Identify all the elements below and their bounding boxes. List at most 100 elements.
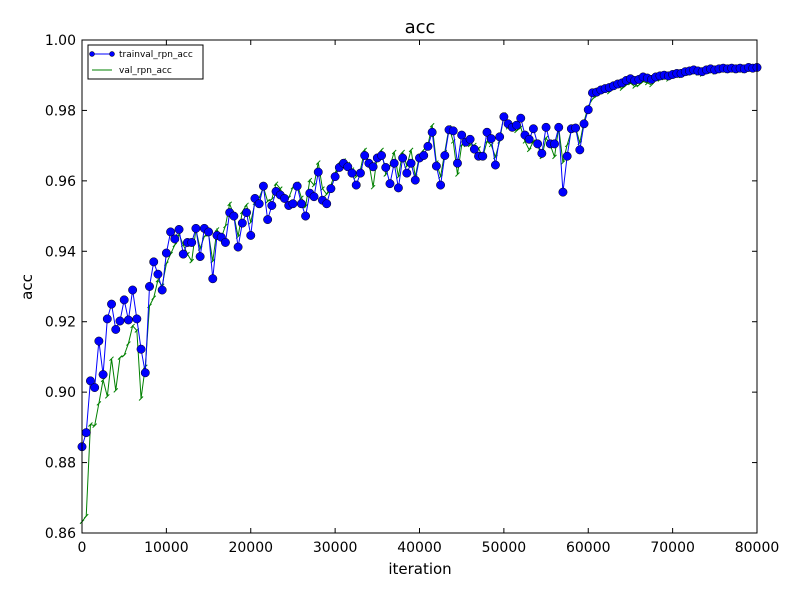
data-point-trainval (457, 130, 467, 140)
data-point-trainval (90, 383, 100, 393)
data-point-val (370, 184, 376, 190)
data-point-trainval (115, 316, 125, 326)
legend-label-val: val_rpn_acc (119, 66, 172, 76)
y-tick-label: 0.86 (45, 526, 76, 542)
data-point-trainval (322, 199, 332, 209)
data-point-trainval (541, 122, 551, 132)
data-point-val (649, 82, 654, 88)
data-point-trainval (170, 234, 180, 244)
legend-item-val: val_rpn_acc (92, 66, 172, 76)
data-point-trainval (398, 153, 408, 163)
data-point-trainval (516, 113, 526, 123)
data-point-val (311, 182, 317, 188)
data-point-val (223, 223, 228, 229)
data-point-val (269, 196, 275, 202)
data-point-val (632, 84, 638, 89)
data-point-trainval (140, 368, 150, 378)
data-point-val (552, 154, 557, 160)
data-point-trainval (486, 134, 496, 144)
data-point-val (244, 202, 249, 208)
data-point-trainval (263, 215, 273, 225)
data-point-trainval (550, 139, 559, 149)
data-point-trainval (571, 123, 581, 133)
data-point-val (307, 177, 313, 183)
data-point-trainval (440, 151, 450, 160)
data-point-trainval (149, 257, 159, 267)
data-point-val (109, 356, 114, 362)
data-point-trainval (107, 299, 116, 309)
data-point-val (526, 147, 532, 153)
data-point-trainval (94, 336, 104, 346)
data-point-trainval (406, 158, 416, 168)
data-point-trainval (161, 248, 171, 258)
data-point-trainval (537, 148, 547, 158)
data-point-trainval (98, 370, 108, 379)
data-point-trainval (128, 285, 138, 295)
data-point-trainval (292, 181, 302, 191)
data-point-val (362, 147, 368, 153)
data-point-trainval (351, 180, 361, 190)
data-point-trainval (360, 151, 370, 160)
data-point-trainval (208, 274, 218, 284)
data-point-trainval (528, 124, 538, 134)
data-point-trainval (233, 242, 243, 252)
y-tick-label: 0.94 (45, 244, 76, 260)
data-point-val (227, 201, 233, 207)
data-point-val (92, 423, 98, 428)
data-point-trainval (347, 168, 357, 178)
x-tick-label: 50000 (482, 540, 527, 556)
data-point-trainval (166, 227, 176, 237)
y-axis: 0.86 0.88 0.90 0.92 0.94 0.96 0.98 1.00 (45, 33, 757, 542)
data-point-trainval (280, 194, 289, 203)
data-point-trainval (419, 151, 429, 160)
data-point-trainval (242, 208, 251, 218)
data-point-val (96, 401, 102, 406)
data-point-val (543, 135, 549, 141)
data-point-trainval (558, 187, 568, 197)
data-point-val (83, 513, 89, 519)
x-tick-label: 0 (78, 540, 87, 556)
data-point-trainval (368, 162, 378, 172)
data-point-trainval (453, 158, 462, 168)
x-tick-label: 10000 (144, 540, 189, 556)
data-point-trainval (330, 172, 340, 182)
data-point-trainval (431, 161, 441, 171)
x-tick-label: 30000 (313, 540, 358, 556)
data-point-trainval (85, 376, 95, 386)
data-point-trainval (258, 181, 268, 191)
chart-title: acc (405, 17, 436, 38)
data-point-trainval (389, 158, 399, 168)
y-tick-label: 0.88 (45, 456, 76, 472)
data-point-val (117, 355, 123, 360)
data-point-trainval (132, 314, 142, 324)
data-point-trainval (81, 428, 91, 438)
data-point-val (636, 82, 642, 88)
data-point-trainval (195, 252, 205, 262)
data-point-val (273, 181, 279, 187)
data-point-val (265, 198, 270, 204)
y-axis-label: acc (18, 274, 36, 300)
data-point-val (429, 122, 435, 128)
data-point-val (130, 323, 135, 329)
legend-marker-trainval (89, 51, 95, 57)
data-point-trainval (427, 127, 437, 137)
data-point-trainval (524, 134, 534, 144)
data-point-val (138, 396, 144, 401)
data-point-trainval (309, 192, 319, 202)
data-point-trainval (583, 105, 593, 115)
data-point-val (488, 142, 494, 148)
data-point-val (531, 139, 536, 144)
x-axis: 0 10000 20000 30000 40000 50000 60000 70000 8000… (78, 40, 779, 556)
data-point-trainval (178, 249, 188, 259)
data-point-trainval (575, 145, 585, 155)
data-point-val (303, 203, 308, 209)
data-point-val (121, 352, 127, 358)
data-point-val (590, 96, 595, 102)
x-axis-label: iteration (388, 560, 451, 578)
x-tick-label: 40000 (397, 540, 442, 556)
data-point-val (88, 422, 93, 427)
data-point-trainval (377, 151, 386, 160)
data-point-val (151, 295, 157, 301)
